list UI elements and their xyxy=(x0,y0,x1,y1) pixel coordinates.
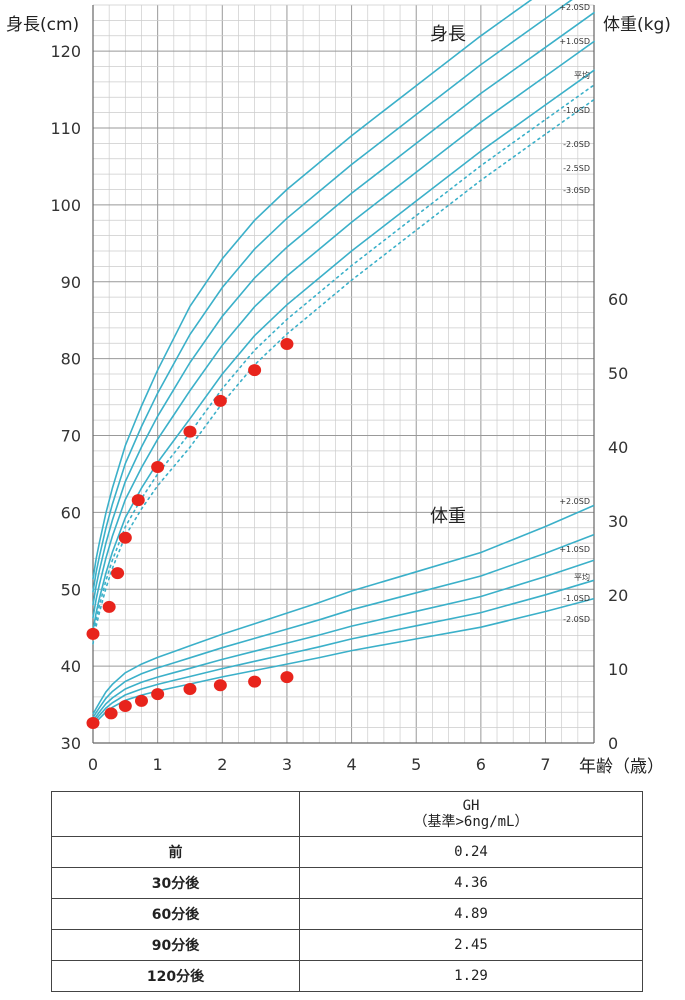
y-right-axis-label: 体重(kg) xyxy=(603,15,671,35)
x-tick-label: 2 xyxy=(217,755,227,774)
y-right-tick-label: 30 xyxy=(608,512,628,531)
y-left-tick-label: 120 xyxy=(50,42,81,61)
x-tick-label: 0 xyxy=(88,755,98,774)
y-left-tick-label: 100 xyxy=(50,196,81,215)
y-left-tick-label: 50 xyxy=(61,580,81,599)
weight-point xyxy=(86,717,100,730)
row-label: 60分後 xyxy=(51,898,300,930)
height-point xyxy=(213,394,227,407)
sd-labels: +2.0SD +1.0SD 平均 -1.0SD -2.0SD -2.5SD -3.0SD +2… xyxy=(559,3,590,624)
y-left-tick-label: 70 xyxy=(61,427,81,446)
height-sd-curve xyxy=(92,11,595,606)
weight-sd-label: -1.0SD xyxy=(563,594,590,603)
height-sd-curve xyxy=(92,0,573,593)
weight-sd-label: -2.0SD xyxy=(563,615,590,624)
weight-point xyxy=(104,707,118,720)
row-value: 4.36 xyxy=(299,867,643,899)
y-left-tick-label: 80 xyxy=(61,350,81,369)
table-header-gh: GH （基準>6ng/mL） xyxy=(299,791,643,837)
y-left-tick-label: 90 xyxy=(61,273,81,292)
height-sd-label: 平均 xyxy=(574,70,590,80)
weight-sd-curve xyxy=(92,579,595,724)
row-label: 前 xyxy=(51,836,300,868)
weight-sd-label: +2.0SD xyxy=(559,497,590,506)
row-value: 0.24 xyxy=(299,836,643,868)
weight-sd-label: +1.0SD xyxy=(559,545,590,554)
weight-point xyxy=(248,675,262,688)
weight-point xyxy=(183,682,197,695)
height-sd-label: +1.0SD xyxy=(559,37,590,46)
table-row: 90分後 2.45 xyxy=(51,929,643,961)
height-sd-label: -2.5SD xyxy=(563,164,590,173)
height-sd-label: -2.0SD xyxy=(563,140,590,149)
table-row: 前 0.24 xyxy=(51,836,643,868)
x-tick-label: 7 xyxy=(540,755,550,774)
height-point xyxy=(131,494,145,507)
weight-sd-curve xyxy=(92,533,595,719)
height-panel-label: 身長 xyxy=(430,24,466,45)
height-sd-label: -3.0SD xyxy=(563,186,590,195)
row-label: 90分後 xyxy=(51,929,300,961)
weight-sd-label: 平均 xyxy=(574,572,590,582)
height-sd-curve xyxy=(92,69,595,632)
height-sd-label: +2.0SD xyxy=(559,3,590,12)
height-point xyxy=(280,338,294,351)
x-tick-label: 5 xyxy=(411,755,421,774)
y-left-tick-label: 30 xyxy=(61,734,81,753)
y-left-tick-label: 60 xyxy=(61,503,81,522)
weight-point xyxy=(280,671,294,684)
height-point xyxy=(111,567,125,580)
weight-panel-label: 体重 xyxy=(430,506,466,527)
table-row: 120分後 1.29 xyxy=(51,960,643,992)
x-tick-label: 1 xyxy=(153,755,163,774)
y-right-tick-label: 0 xyxy=(608,734,618,753)
table-header-row: GH （基準>6ng/mL） xyxy=(51,791,643,837)
x-tick-label: 3 xyxy=(282,755,292,774)
height-point xyxy=(248,364,262,377)
table-row: 60分後 4.89 xyxy=(51,898,643,930)
row-label: 120分後 xyxy=(51,960,300,992)
y-left-axis-label: 身長(cm) xyxy=(6,15,79,35)
y-right-tick-label: 10 xyxy=(608,660,628,679)
height-sd-curve xyxy=(92,40,595,619)
height-sd-label: -1.0SD xyxy=(563,106,590,115)
row-value: 2.45 xyxy=(299,929,643,961)
growth-chart: 30 40 50 60 70 80 90 100 110 120 0 10 20 30 40 50 60 0 1 2 3… xyxy=(6,0,671,777)
height-sd-curve xyxy=(92,84,595,638)
gh-table: GH （基準>6ng/mL） 前 0.24 30分後 4.36 60分後 4.8… xyxy=(51,791,643,992)
weight-point xyxy=(118,700,132,712)
y-right-tick-label: 60 xyxy=(608,290,628,309)
row-value: 4.89 xyxy=(299,898,643,930)
height-point xyxy=(86,627,100,640)
weight-sd-curve xyxy=(92,597,595,727)
weight-sd-curve xyxy=(92,504,595,715)
x-tick-label: 6 xyxy=(476,755,486,774)
y-left-tick-label: 40 xyxy=(61,657,81,676)
height-sd-curve xyxy=(92,0,533,580)
height-point xyxy=(118,531,132,544)
height-point xyxy=(102,600,116,613)
measurement-points xyxy=(86,338,294,730)
weight-sd-curve xyxy=(92,559,595,722)
table-header-empty xyxy=(51,791,300,837)
table-row: 30分後 4.36 xyxy=(51,867,643,899)
sd-curves xyxy=(92,0,595,727)
row-label: 30分後 xyxy=(51,867,300,899)
height-point xyxy=(183,425,197,438)
y-left-tick-label: 110 xyxy=(50,119,81,138)
weight-point xyxy=(213,679,227,692)
row-value: 1.29 xyxy=(299,960,643,992)
y-right-tick-label: 20 xyxy=(608,586,628,605)
weight-point xyxy=(151,688,165,701)
y-right-tick-label: 50 xyxy=(608,364,628,383)
axis-ticks: 30 40 50 60 70 80 90 100 110 120 0 10 20 30 40 50 60 0 1 2 3… xyxy=(50,42,628,774)
height-point xyxy=(151,461,165,474)
x-tick-label: 4 xyxy=(346,755,356,774)
x-axis-label: 年齢（歳） xyxy=(579,757,664,777)
weight-point xyxy=(134,694,148,707)
height-sd-curve xyxy=(92,98,595,645)
y-right-tick-label: 40 xyxy=(608,438,628,457)
